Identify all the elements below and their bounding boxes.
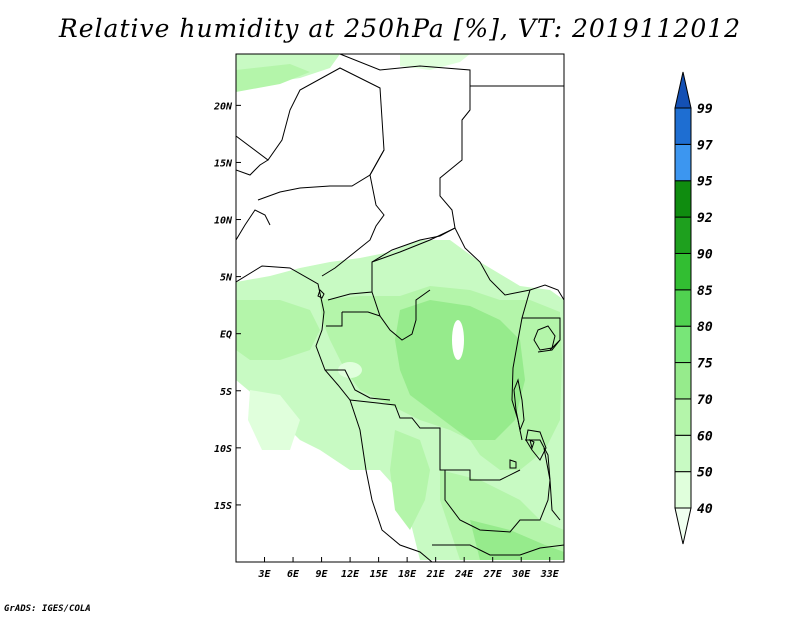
plot-frame [235,53,565,563]
y-tick-label: 10N [214,216,233,227]
colorbar-label: 70 [697,393,713,408]
colorbar-segment [674,471,692,509]
colorbar-segment [674,107,692,145]
lakes [317,289,556,469]
colorbar-segment [674,434,692,473]
colorbar-label: 95 [697,175,713,190]
colorbar-lower-triangle [674,507,692,545]
x-tick-label: 3E [257,569,271,580]
x-tick-label: 24E [454,569,474,580]
colorbar-label: 80 [697,320,713,335]
colorbar-label: 60 [697,429,713,444]
x-tick-label: 15E [370,569,389,580]
humid-region-angola-zambia [440,470,564,560]
colorbar-segment [674,180,692,218]
colorbar-segment [674,143,692,182]
colorbar-label: 90 [697,247,713,262]
x-tick-label: 27E [483,569,503,580]
colorbar-segment [674,398,692,436]
x-tick-label: 12E [341,569,360,580]
colorbar-label: 97 [697,138,713,153]
colorbar-segment [674,216,692,254]
country-borders [236,54,564,562]
y-tick-label: 15S [214,501,232,512]
colorbar-label: 75 [697,357,713,372]
x-tick-label: 6E [287,569,300,580]
y-tick-label: 5N [220,273,233,284]
colorbar-label: 50 [697,466,713,481]
colorbar-upper-triangle [674,71,692,109]
y-tick-label: 15N [214,158,233,169]
x-tick-label: 9E [316,569,329,580]
colorbar: 40 50 60 70 75 80 85 90 92 95 97 99 [674,71,713,545]
colorbar-segment [674,289,692,327]
axis-ticks: 3E 6E 9E 12E 15E 18E 21E 24E 27E 30E 33E 20N 15N 10N 5… [213,101,560,580]
colorbar-label: 85 [697,284,713,299]
y-tick-label: EQ [220,330,232,341]
colorbar-label: 99 [697,102,713,117]
x-tick-label: 21E [426,569,446,580]
x-tick-label: 33E [540,569,560,580]
colorbar-segment [674,325,692,364]
colorbar-label: 92 [697,211,713,226]
x-tick-label: 30E [511,569,531,580]
chart-title: Relative humidity at 250hPa [%], VT: 201… [58,14,742,43]
colorbar-segment [674,362,692,400]
colorbar-label: 40 [697,502,713,517]
y-tick-label: 10S [214,444,232,455]
grads-credit: GrADS: IGES/COLA [4,604,91,614]
x-tick-label: 18E [398,569,417,580]
y-tick-label: 20N [213,101,233,112]
y-tick-label: 5S [220,387,232,398]
colorbar-segment [674,252,692,291]
